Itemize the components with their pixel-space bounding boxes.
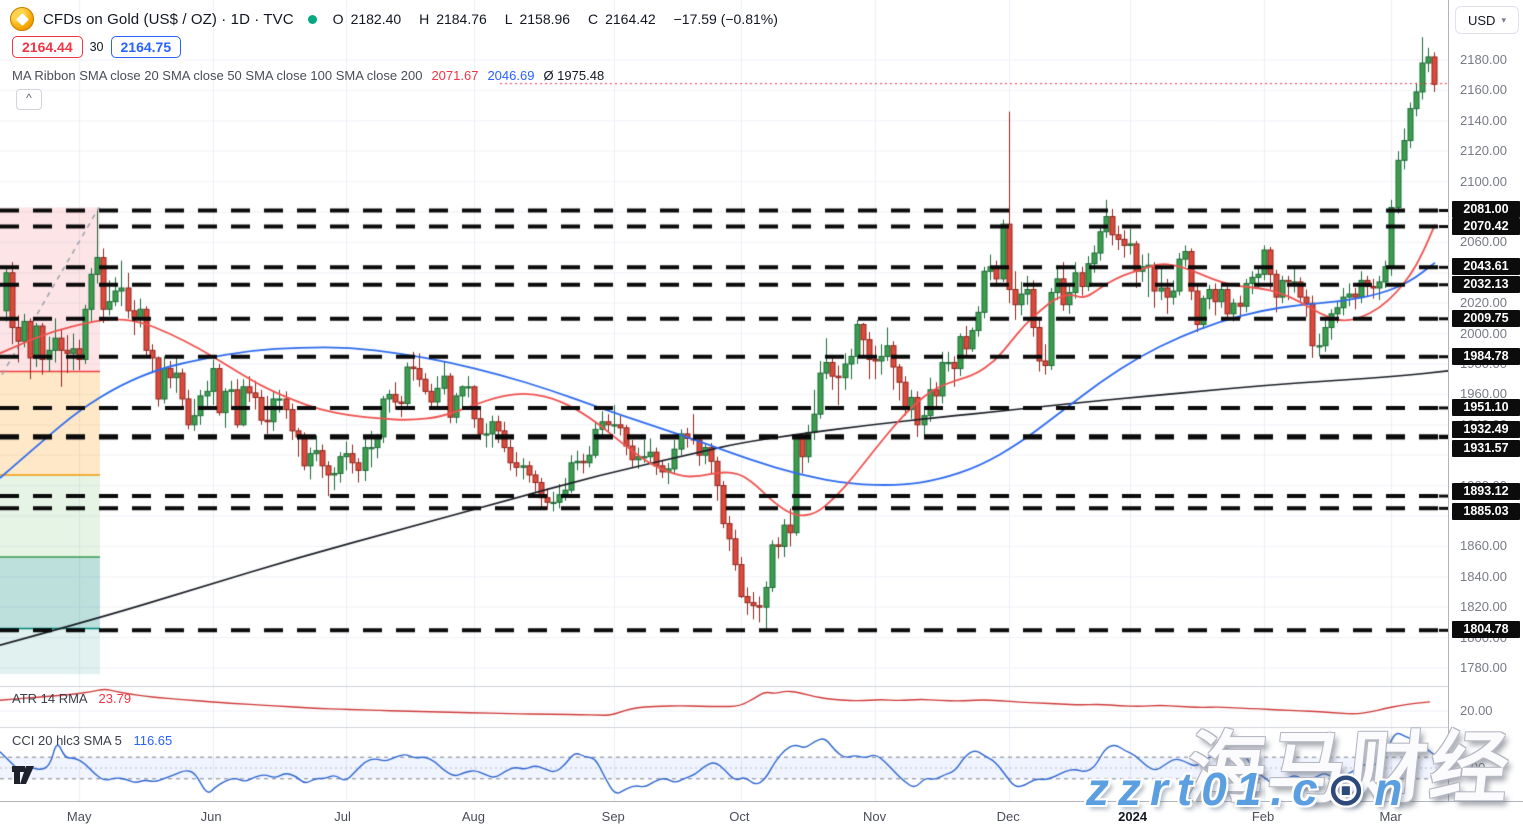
axis-price-label: 2160.00	[1460, 82, 1507, 98]
axis-cci-label: 0.00	[1460, 760, 1486, 775]
time-axis-label: Aug	[461, 809, 486, 824]
level-price-badge: 2070.42	[1452, 217, 1520, 235]
axis-price-label: 2180.00	[1460, 52, 1507, 67]
axis-price-label: 1860.00	[1460, 538, 1507, 554]
gold-symbol-icon	[10, 7, 34, 31]
time-axis-label: Sep	[601, 809, 625, 824]
time-axis-label: Dec	[996, 809, 1020, 824]
level-price-badge: 1931.57	[1452, 439, 1520, 457]
open-value: O 2182.40	[332, 11, 402, 27]
axis-price-label: 2140.00	[1460, 112, 1507, 128]
cci-legend[interactable]: CCI 20 hlc3 SMA 5 116.65	[12, 733, 172, 748]
cci-label: CCI 20 hlc3 SMA 5	[12, 733, 122, 748]
atr-value: 23.79	[98, 691, 132, 706]
spread-value: 30	[89, 40, 104, 54]
axis-price-label: 1820.00	[1460, 599, 1507, 615]
cci-value: 116.65	[133, 733, 173, 748]
level-price-badge: 1885.03	[1452, 503, 1520, 521]
time-axis-label: Feb	[1251, 809, 1275, 824]
axis-price-label: 1960.00	[1460, 386, 1507, 402]
sell-button[interactable]: 2164.44	[12, 36, 83, 58]
tradingview-logo[interactable]	[11, 764, 39, 786]
currency-value: USD	[1468, 12, 1496, 28]
ohlc-values: O 2182.40 H 2184.76 L 2158.96 C 2164.42 −17.…	[333, 11, 785, 27]
price-axis[interactable]: USD ▾ 2180.00 2160.00 2140.00 2120.00 2100.0…	[1448, 0, 1523, 801]
axis-price-label: 1840.00	[1460, 568, 1507, 584]
time-axis-label: Nov	[862, 809, 887, 824]
price-chart-canvas[interactable]	[0, 0, 1448, 801]
buy-button[interactable]: 2164.75	[110, 36, 182, 58]
market-open-dot-icon	[307, 14, 317, 24]
time-axis-label: Jul	[334, 809, 351, 824]
axis-price-label: 2120.00	[1460, 143, 1507, 159]
time-axis-label: Oct	[729, 809, 750, 824]
ma-ribbon-label: MA Ribbon SMA close 20 SMA close 50 SMA …	[12, 67, 423, 83]
time-axis[interactable]: May Jun Jul Aug Sep Oct Nov Dec 2024 Feb Mar	[0, 801, 1523, 832]
trade-widget: 2164.44 30 2164.75	[12, 35, 182, 59]
high-value: H 2184.76	[419, 11, 487, 27]
symbol-legend: CFDs on Gold (US$ / OZ) · 1D · TVC O 2182…	[10, 6, 785, 32]
ma-ribbon-sma50-value: 2046.69	[487, 67, 535, 83]
level-price-badge: 1893.12	[1452, 483, 1520, 501]
level-price-badge: 1932.49	[1452, 421, 1520, 439]
level-price-badge: 2009.75	[1452, 309, 1520, 327]
time-axis-label: Mar	[1379, 809, 1402, 824]
ma-ribbon-sma20-value: 2071.67	[431, 67, 479, 83]
symbol-title[interactable]: CFDs on Gold (US$ / OZ) · 1D · TVC	[43, 10, 294, 28]
collapse-legend-button[interactable]: ^	[16, 89, 42, 110]
low-value: L 2158.96	[504, 11, 571, 27]
level-price-badge: 1804.78	[1452, 621, 1520, 639]
axis-price-label: 2100.00	[1460, 173, 1507, 189]
level-price-badge: 2081.00	[1452, 201, 1520, 219]
level-price-badge: 1984.78	[1452, 347, 1520, 365]
level-price-badge: 1951.10	[1452, 398, 1520, 416]
axis-price-label: 2020.00	[1460, 295, 1507, 311]
time-axis-label: 2024	[1118, 809, 1148, 824]
ma-ribbon-legend[interactable]: MA Ribbon SMA close 20 SMA close 50 SMA …	[12, 66, 604, 84]
time-axis-label: May	[66, 809, 92, 824]
atr-legend[interactable]: ATR 14 RMA 23.79	[12, 691, 131, 706]
axis-price-label: 1780.00	[1460, 660, 1507, 675]
chevron-down-icon: ▾	[1501, 14, 1506, 25]
close-value: C 2164.42	[587, 11, 656, 27]
level-price-badge: 2032.13	[1452, 275, 1520, 293]
time-axis-label: Jun	[200, 809, 222, 824]
atr-label: ATR 14 RMA	[12, 691, 87, 706]
ma-ribbon-avg-value: Ø 1975.48	[543, 67, 605, 83]
change-value: −17.59 (−0.81%)	[673, 11, 778, 27]
axis-price-label: 2060.00	[1460, 234, 1507, 250]
level-price-badge: 2043.61	[1452, 258, 1520, 276]
axis-atr-label: 20.00	[1460, 703, 1493, 718]
axis-price-label: 2000.00	[1460, 325, 1507, 341]
currency-dropdown[interactable]: USD ▾	[1455, 6, 1519, 34]
